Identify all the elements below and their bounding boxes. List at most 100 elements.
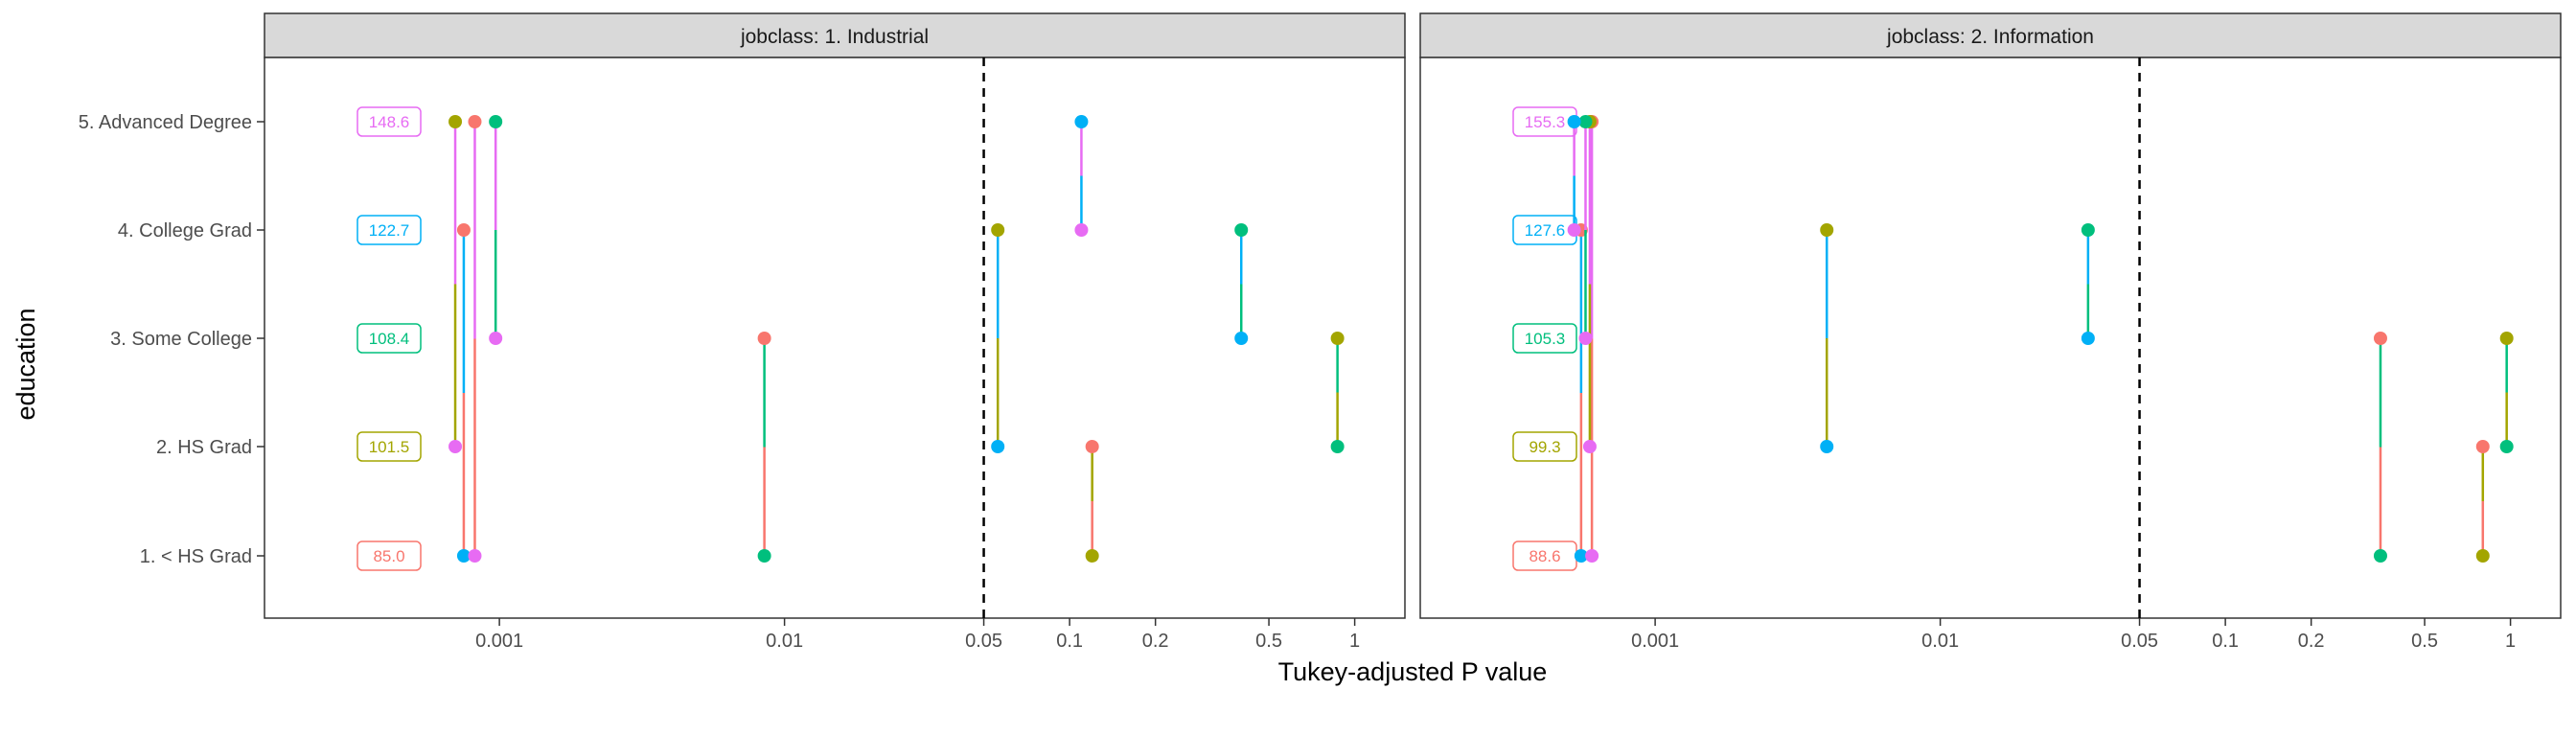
comparison-4-college-grad-vs-5-advanced-degree	[1567, 115, 1581, 237]
comparison-point-4-college-grad	[2081, 223, 2095, 237]
panel-strip-label: jobclass: 1. Industrial	[740, 26, 929, 48]
comparison-point-2-hs-grad	[1330, 440, 1345, 453]
mean-label-3-some-college: 108.4	[369, 330, 410, 348]
x-tick-label-0-05: 0.05	[965, 631, 1002, 652]
x-tick-label-0-01: 0.01	[766, 631, 803, 652]
comparison-point-5-advanced-degree	[1074, 115, 1089, 128]
comparison-point-4-college-grad	[1567, 223, 1581, 237]
mean-label-1-hs-grad: 88.6	[1529, 547, 1560, 565]
panel-frame	[264, 57, 1406, 619]
mean-box-1-hs-grad	[356, 540, 422, 571]
comparison-point-4-college-grad	[1234, 223, 1249, 237]
comparison-point-3-some-college	[2499, 332, 2514, 345]
comparison-1-hs-grad-vs-5-advanced-degree	[468, 115, 482, 563]
x-tick-label-1: 1	[2505, 631, 2516, 652]
mean-box-5-advanced-degree	[356, 106, 422, 137]
comparison-2-hs-grad-vs-3-some-college	[1330, 332, 1345, 453]
comparison-point-1-hs-grad	[2475, 549, 2490, 563]
y-tick-label-5-advanced-degree: 5. Advanced Degree	[79, 112, 252, 133]
panel-1: jobclass: 1. Industrial 0.001 0.01 0.05 0.1 0…	[264, 12, 1406, 652]
y-tick-label-1-hs-grad: 1. < HS Grad	[140, 546, 252, 567]
y-axis-title: education	[12, 308, 40, 420]
y-tick-label-3-some-college: 3. Some College	[110, 329, 252, 350]
comparison-point-5-advanced-degree	[1578, 115, 1593, 128]
comparison-point-2-hs-grad	[1582, 440, 1597, 453]
comparison-1-hs-grad-vs-4-college-grad	[456, 223, 471, 563]
comparison-point-2-hs-grad	[448, 440, 463, 453]
comparison-1-hs-grad-vs-2-hs-grad	[2475, 440, 2490, 563]
mean-box-2-hs-grad	[356, 431, 422, 462]
comparison-point-3-some-college	[489, 332, 503, 345]
panel-2: jobclass: 2. Information 0.001 0.01 0.05 0.1…	[1419, 12, 2562, 652]
x-tick-label-0-1: 0.1	[2212, 631, 2239, 652]
comparison-point-5-advanced-degree	[1567, 115, 1581, 128]
comparison-point-1-hs-grad	[1585, 549, 1599, 563]
comparison-point-3-some-college	[1330, 332, 1345, 345]
comparison-point-5-advanced-degree	[489, 115, 503, 128]
comparison-point-3-some-college	[1234, 332, 1249, 345]
x-tick-label-0-5: 0.5	[2411, 631, 2438, 652]
comparison-point-5-advanced-degree	[468, 115, 482, 128]
mean-label-1-hs-grad: 85.0	[373, 547, 404, 565]
y-tick-label-4-college-grad: 4. College Grad	[118, 220, 252, 242]
mean-label-4-college-grad: 122.7	[369, 221, 410, 240]
comparison-2-hs-grad-vs-4-college-grad	[991, 223, 1005, 453]
comparison-3-some-college-vs-5-advanced-degree	[1578, 115, 1593, 345]
mean-box-3-some-college	[1512, 323, 1577, 354]
mean-label-5-advanced-degree: 155.3	[1525, 113, 1566, 131]
mean-label-2-hs-grad: 99.3	[1529, 438, 1560, 456]
x-axis-title: Tukey-adjusted P value	[1278, 657, 1548, 686]
y-axis-labels: 1. < HS Grad 2. HS Grad 3. Some College 4. …	[79, 112, 264, 567]
comparison-point-2-hs-grad	[1820, 440, 1834, 453]
comparison-2-hs-grad-vs-4-college-grad	[1820, 223, 1834, 453]
comparison-3-some-college-vs-5-advanced-degree	[489, 115, 503, 345]
panel-strip-label: jobclass: 2. Information	[1886, 26, 2094, 48]
comparison-point-1-hs-grad	[1574, 549, 1588, 563]
comparison-point-1-hs-grad	[468, 549, 482, 563]
comparison-point-3-some-college	[2081, 332, 2095, 345]
comparison-3-some-college-vs-4-college-grad	[2081, 223, 2095, 345]
comparison-point-4-college-grad	[1820, 223, 1834, 237]
comparison-point-1-hs-grad	[1085, 549, 1099, 563]
comparison-point-2-hs-grad	[1085, 440, 1099, 453]
comparison-point-1-hs-grad	[2373, 549, 2387, 563]
x-tick-label-0-001: 0.001	[475, 631, 523, 652]
panel-strip	[1419, 12, 2562, 58]
comparison-1-hs-grad-vs-3-some-college	[757, 332, 771, 563]
comparison-1-hs-grad-vs-2-hs-grad	[1085, 440, 1099, 563]
comparison-point-2-hs-grad	[2475, 440, 2490, 453]
panel-frame	[1419, 57, 2562, 619]
mean-label-2-hs-grad: 101.5	[369, 438, 410, 456]
comparison-point-5-advanced-degree	[448, 115, 463, 128]
comparison-point-4-college-grad	[991, 223, 1005, 237]
panel-strip	[264, 12, 1406, 58]
y-tick-label-2-hs-grad: 2. HS Grad	[156, 437, 252, 458]
comparison-point-4-college-grad	[1074, 223, 1089, 237]
comparison-point-1-hs-grad	[757, 549, 771, 563]
comparison-2-hs-grad-vs-3-some-college	[2499, 332, 2514, 453]
comparison-2-hs-grad-vs-5-advanced-degree	[448, 115, 463, 453]
x-tick-label-0-5: 0.5	[1255, 631, 1282, 652]
comparison-point-3-some-college	[757, 332, 771, 345]
comparison-point-2-hs-grad	[991, 440, 1005, 453]
comparison-point-1-hs-grad	[456, 549, 471, 563]
mean-label-3-some-college: 105.3	[1525, 330, 1566, 348]
x-tick-label-0-01: 0.01	[1921, 631, 1959, 652]
x-tick-label-0-2: 0.2	[1142, 631, 1169, 652]
comparison-point-3-some-college	[2373, 332, 2387, 345]
facet-panels: jobclass: 1. Industrial 0.001 0.01 0.05 0.1 0…	[264, 12, 2562, 652]
x-tick-label-1: 1	[1349, 631, 1360, 652]
comparison-1-hs-grad-vs-3-some-college	[2373, 332, 2387, 563]
x-tick-label-0-2: 0.2	[2298, 631, 2325, 652]
mean-box-3-some-college	[356, 323, 422, 354]
x-tick-label-0-05: 0.05	[2121, 631, 2158, 652]
x-tick-label-0-001: 0.001	[1631, 631, 1679, 652]
comparison-point-3-some-college	[1578, 332, 1593, 345]
x-tick-label-0-1: 0.1	[1056, 631, 1083, 652]
comparison-point-4-college-grad	[456, 223, 471, 237]
mean-box-4-college-grad	[356, 215, 422, 245]
mean-box-2-hs-grad	[1512, 431, 1577, 462]
comparison-4-college-grad-vs-5-advanced-degree	[1074, 115, 1089, 237]
mean-label-5-advanced-degree: 148.6	[369, 113, 410, 131]
